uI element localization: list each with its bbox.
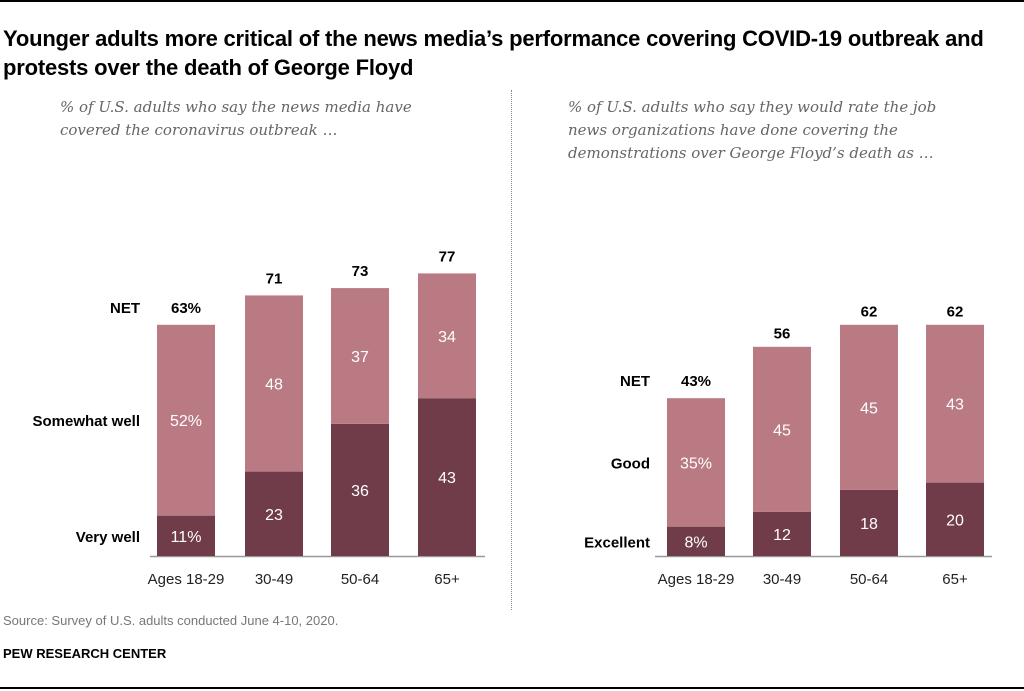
bar-segment-good [667,398,725,527]
data-label: 37 [351,349,369,366]
panel-divider [511,90,512,610]
data-label: 34 [438,329,456,346]
data-label: 8% [684,534,707,551]
bar-segment-very-well [418,398,476,556]
category-tick-label: 65+ [434,571,460,588]
bottom-rule [0,687,1024,689]
top-rule [0,0,1024,2]
bar-segment-excellent [753,511,811,556]
net-label: 56 [774,325,791,342]
bar-segment-good [753,346,811,512]
legend-label-very-well: Very well [76,529,140,546]
bar-segment-somewhat-well [157,324,215,516]
data-label: 35% [680,455,712,472]
data-label: 18 [860,516,878,533]
right-subtitle: % of U.S. adults who say they would rate… [568,98,937,162]
category-tick-label: 50-64 [341,571,379,588]
bar-segment-very-well [245,471,303,556]
net-label: 63% [171,300,201,317]
bar-segment-excellent [667,526,725,556]
bar-segment-good [926,324,984,483]
category-tick-label: 30-49 [763,571,801,588]
left-subtitle: % of U.S. adults who say the news media … [60,98,412,139]
data-label: 43 [438,470,456,487]
legend-label-somewhat-well: Somewhat well [32,413,140,430]
data-label: 48 [265,377,283,394]
bar-segment-somewhat-well [418,273,476,399]
bar-segment-excellent [926,482,984,556]
bar-segment-excellent [840,489,898,556]
net-label: 43% [681,373,711,390]
net-label: 62 [947,303,964,320]
net-label: 73 [352,263,369,280]
data-label: 45 [860,400,878,417]
data-label: 45 [773,422,791,439]
category-tick-label: 65+ [942,571,968,588]
legend-label-net: NET [620,373,650,390]
data-label: 20 [946,512,964,529]
net-label: 77 [439,248,456,265]
data-label: 12 [773,527,791,544]
net-label: 71 [266,270,283,287]
data-label: 36 [351,483,369,500]
category-tick-label: Ages 18-29 [148,571,225,588]
data-label: 23 [265,507,283,524]
category-tick-label: Ages 18-29 [658,571,735,588]
legend-label-excellent: Excellent [584,534,650,551]
data-label: 43 [946,397,964,414]
category-tick-label: 50-64 [850,571,888,588]
bar-segment-very-well [157,515,215,556]
brand-label: PEW RESEARCH CENTER [3,646,167,661]
net-label: 62 [861,303,878,320]
legend-label-net: NET [110,300,140,317]
chart-title: Younger adults more critical of the news… [3,26,984,80]
legend-label-good: Good [611,455,650,472]
bar-segment-good [840,324,898,490]
source-note: Source: Survey of U.S. adults conducted … [3,613,339,628]
bar-segment-very-well [331,423,389,556]
bar-segment-somewhat-well [245,295,303,472]
data-label: 11% [171,529,202,546]
category-tick-label: 30-49 [255,571,293,588]
bar-segment-somewhat-well [331,288,389,424]
data-label: 52% [170,413,202,430]
